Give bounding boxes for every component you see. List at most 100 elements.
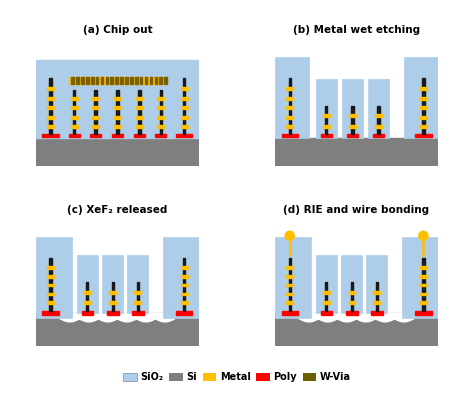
Bar xyxy=(181,97,188,99)
Bar xyxy=(157,106,164,109)
Bar xyxy=(181,266,188,268)
Bar xyxy=(69,134,80,137)
Bar xyxy=(132,311,144,314)
Bar xyxy=(346,311,358,314)
Title: (c) XeF₂ released: (c) XeF₂ released xyxy=(67,205,168,215)
Bar xyxy=(351,283,353,307)
Bar xyxy=(286,266,293,268)
Bar xyxy=(420,106,427,109)
Bar xyxy=(181,116,188,119)
Bar xyxy=(420,275,427,277)
Circle shape xyxy=(419,231,428,241)
Bar xyxy=(286,125,293,128)
Bar xyxy=(181,301,188,305)
Bar xyxy=(112,134,123,137)
Bar xyxy=(102,255,123,313)
Bar xyxy=(181,275,188,277)
Bar xyxy=(137,283,139,307)
Bar xyxy=(43,311,59,314)
Bar xyxy=(275,138,438,166)
Bar xyxy=(289,258,291,307)
Bar xyxy=(286,87,293,90)
Bar xyxy=(94,130,97,134)
Bar xyxy=(377,130,380,134)
Bar xyxy=(349,125,356,128)
Bar xyxy=(282,311,298,314)
Bar xyxy=(286,301,293,305)
Bar xyxy=(155,134,166,137)
Bar xyxy=(100,77,103,84)
Bar xyxy=(374,291,380,294)
Bar xyxy=(150,77,152,84)
Bar xyxy=(420,301,427,305)
Bar xyxy=(47,125,54,128)
Bar xyxy=(415,134,431,137)
Bar xyxy=(90,134,101,137)
Bar xyxy=(420,125,427,128)
Bar xyxy=(36,60,199,138)
Bar xyxy=(289,307,291,311)
Bar xyxy=(422,307,425,311)
Bar xyxy=(374,301,380,305)
Bar xyxy=(402,237,438,318)
Bar xyxy=(351,307,353,311)
Bar xyxy=(420,87,427,90)
Bar xyxy=(94,90,97,130)
Bar xyxy=(71,116,78,119)
Bar xyxy=(275,313,438,346)
Bar xyxy=(114,106,121,109)
Bar xyxy=(415,311,431,314)
Bar xyxy=(47,292,54,296)
Bar xyxy=(420,292,427,296)
Bar xyxy=(112,283,114,307)
Bar xyxy=(135,77,137,84)
Bar xyxy=(348,301,356,305)
Bar xyxy=(86,307,89,311)
Bar xyxy=(43,134,59,137)
Bar xyxy=(323,291,330,294)
Bar xyxy=(138,90,141,130)
Bar xyxy=(160,130,162,134)
Bar xyxy=(145,77,147,84)
Bar xyxy=(286,97,293,99)
Bar xyxy=(183,307,185,311)
Bar xyxy=(77,255,98,313)
Bar xyxy=(420,284,427,286)
Bar xyxy=(176,311,192,314)
Bar xyxy=(71,125,78,128)
Bar xyxy=(325,106,328,130)
Bar xyxy=(116,90,118,130)
Bar xyxy=(323,125,330,128)
Bar xyxy=(69,77,165,84)
Bar xyxy=(47,275,54,277)
Bar xyxy=(47,97,54,99)
Legend: SiO₂, Si, Metal, Poly, W-Via: SiO₂, Si, Metal, Poly, W-Via xyxy=(119,368,355,386)
Bar xyxy=(130,77,133,84)
Bar xyxy=(373,134,384,137)
Bar xyxy=(275,57,309,138)
Title: (a) Chip out: (a) Chip out xyxy=(82,25,152,35)
Bar xyxy=(71,97,78,99)
Bar xyxy=(422,258,425,307)
Title: (b) Metal wet etching: (b) Metal wet etching xyxy=(293,25,420,35)
Bar xyxy=(375,125,382,128)
Bar xyxy=(125,77,128,84)
Bar xyxy=(114,97,121,99)
Bar xyxy=(323,301,330,305)
Polygon shape xyxy=(300,313,414,322)
Bar xyxy=(47,284,54,286)
Bar xyxy=(72,77,74,84)
Bar xyxy=(47,116,54,119)
Bar xyxy=(289,78,291,130)
Bar xyxy=(289,130,291,134)
Bar xyxy=(92,97,99,99)
Bar xyxy=(106,77,108,84)
Bar xyxy=(96,77,99,84)
Bar xyxy=(183,130,185,134)
Bar xyxy=(351,106,354,130)
Bar xyxy=(136,97,143,99)
Bar xyxy=(71,106,78,109)
Bar xyxy=(36,237,72,318)
Bar xyxy=(84,291,91,294)
Bar xyxy=(92,116,99,119)
